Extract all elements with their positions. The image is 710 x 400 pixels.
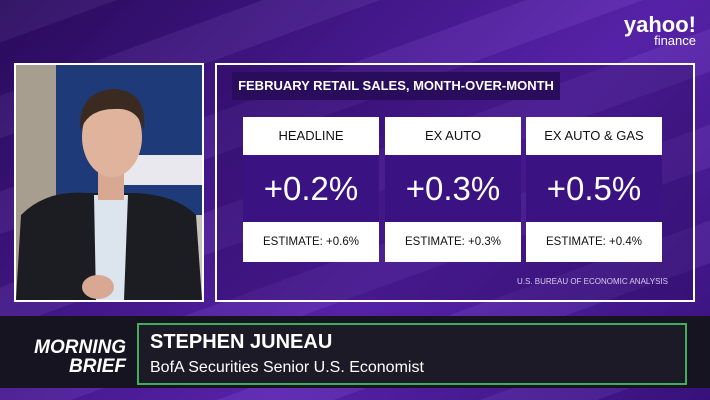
card-estimate: ESTIMATE: +0.3% — [385, 222, 521, 262]
card-label: EX AUTO & GAS — [526, 117, 662, 155]
brand-logo: yahoo! finance — [623, 12, 696, 48]
stat-card: HEADLINE +0.2% ESTIMATE: +0.6% — [243, 117, 379, 262]
video-image — [16, 65, 202, 300]
card-value: +0.2% — [243, 155, 379, 222]
show-line: MORNING — [34, 337, 126, 358]
card-estimate: ESTIMATE: +0.4% — [526, 222, 662, 262]
brand-sub: finance — [654, 33, 696, 48]
source: U.S. BUREAU OF ECONOMIC ANALYSIS — [517, 277, 668, 286]
card-value: +0.3% — [385, 155, 521, 222]
card-label: EX AUTO — [385, 117, 521, 155]
video-feed — [14, 63, 204, 302]
panel-title: FEBRUARY RETAIL SALES, MONTH-OVER-MONTH — [232, 72, 560, 100]
guest-name: STEPHEN JUNEAU — [150, 331, 333, 353]
stat-card: EX AUTO +0.3% ESTIMATE: +0.3% — [385, 117, 521, 262]
card-label: HEADLINE — [243, 117, 379, 155]
show-line: BRIEF — [69, 356, 126, 377]
card-estimate: ESTIMATE: +0.6% — [243, 222, 379, 262]
brand-name: yahoo! — [623, 12, 696, 37]
stat-card: EX AUTO & GAS +0.5% ESTIMATE: +0.4% — [526, 117, 662, 262]
guest-box — [137, 323, 687, 385]
show-logo: MORNING BRIEF — [26, 338, 126, 376]
card-value: +0.5% — [526, 155, 662, 222]
guest-role: BofA Securities Senior U.S. Economist — [150, 359, 424, 376]
